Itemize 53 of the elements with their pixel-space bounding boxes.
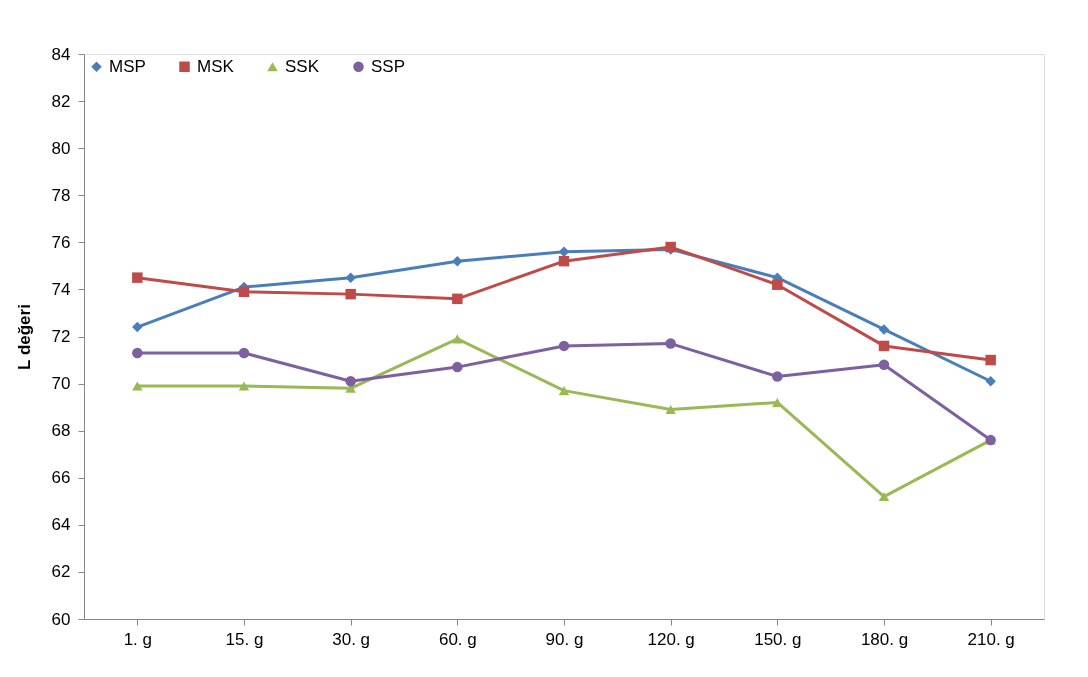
- y-tick-label: 78: [51, 185, 71, 205]
- y-tick-label: 70: [51, 374, 71, 394]
- point: [558, 340, 570, 352]
- point: [452, 293, 463, 305]
- point: [665, 404, 676, 415]
- x-tick-label: 30. g: [332, 629, 371, 649]
- legend-label: SSP: [371, 56, 406, 76]
- point: [665, 338, 676, 349]
- y-tick-label: 68: [51, 421, 71, 441]
- y-tick-label: 62: [51, 562, 71, 582]
- x-tick-label: 180. g: [860, 629, 909, 649]
- point: [132, 347, 143, 359]
- y-tick-label: 80: [51, 138, 71, 158]
- x-tick-label: 150. g: [754, 629, 802, 649]
- point: [238, 286, 250, 298]
- point: [452, 361, 463, 373]
- point: [878, 492, 890, 502]
- point: [132, 272, 143, 283]
- point: [558, 386, 570, 396]
- point: [132, 321, 143, 333]
- point: [452, 334, 463, 344]
- point: [558, 255, 570, 267]
- x-tick-label: 120. g: [647, 629, 695, 649]
- point: [878, 359, 890, 370]
- point: [985, 354, 996, 366]
- point: [985, 375, 996, 387]
- point: [452, 255, 463, 267]
- point: [238, 381, 250, 391]
- point: [345, 376, 356, 387]
- x-tick-label: 90. g: [545, 629, 584, 649]
- legend-label: SSK: [285, 56, 320, 76]
- y-tick-label: 74: [51, 279, 71, 299]
- point: [772, 279, 783, 290]
- point: [345, 288, 356, 300]
- x-tick-label: 60. g: [438, 629, 477, 649]
- point: [878, 340, 890, 352]
- legend-label: MSP: [109, 56, 146, 76]
- y-axis-title: L değeri: [14, 304, 34, 370]
- point: [878, 324, 890, 335]
- point: [772, 371, 783, 382]
- y-tick-label: 76: [51, 232, 71, 252]
- point: [238, 347, 250, 359]
- y-tick-label: 72: [51, 327, 71, 346]
- y-tick-label: 66: [51, 468, 71, 488]
- y-tick-label: 84: [51, 44, 71, 64]
- y-tick-label: 60: [51, 609, 71, 629]
- y-tick-label: 64: [51, 515, 71, 535]
- x-tick-label: 1. g: [123, 629, 153, 649]
- x-tick-label: 210. g: [967, 629, 1015, 649]
- y-tick-label: 82: [51, 91, 71, 111]
- x-tick-label: 15. g: [225, 629, 264, 649]
- legend-label: MSK: [197, 56, 235, 76]
- point: [345, 272, 356, 283]
